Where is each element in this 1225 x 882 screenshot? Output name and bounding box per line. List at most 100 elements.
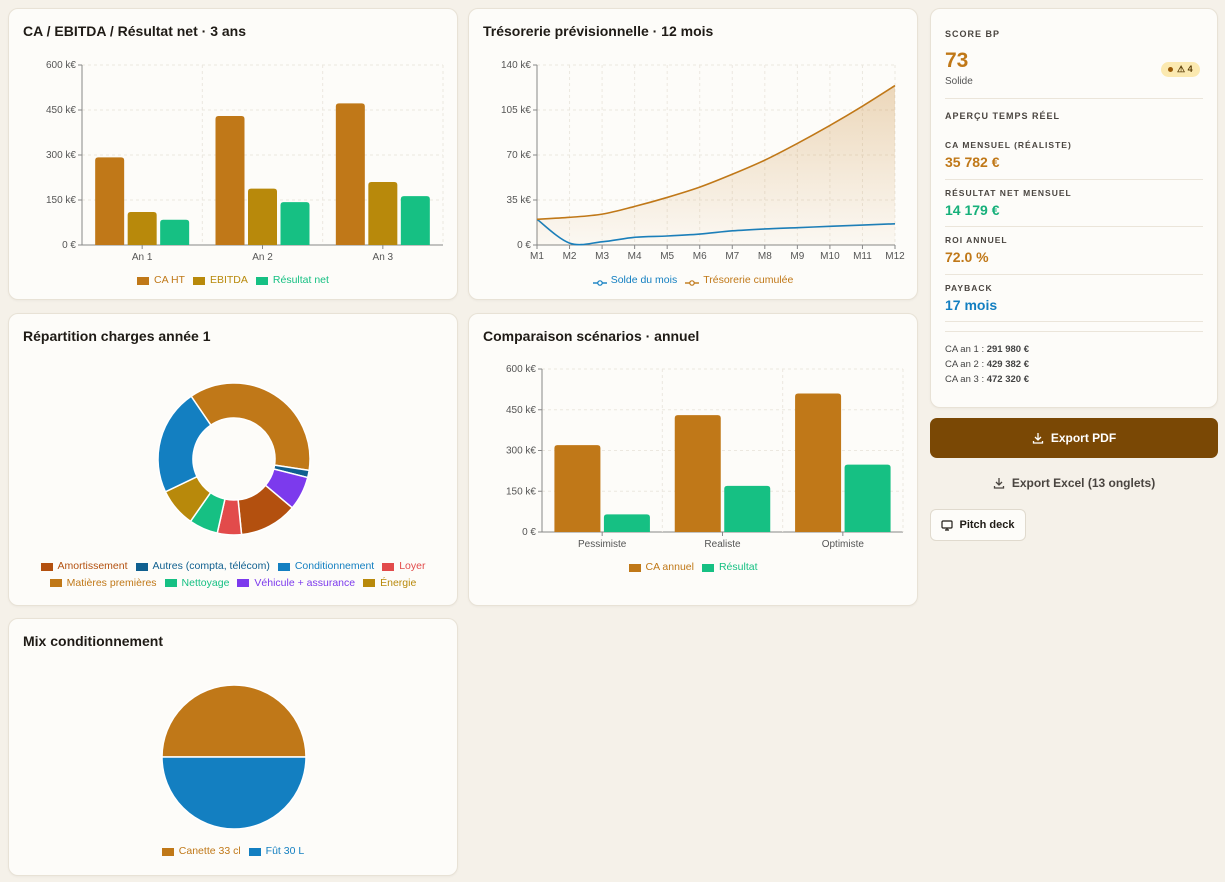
legend-label: Nettoyage (181, 576, 230, 589)
legend-item[interactable]: Trésorerie cumulée (685, 273, 793, 288)
card-ca-ebitda: CA / EBITDA / Résultat net · 3 ans 0 € 15… (8, 8, 458, 300)
x-tick-label: Pessimiste (578, 539, 627, 550)
y-tick-label: 150 k€ (46, 195, 76, 206)
legend-item[interactable]: CA HT (137, 273, 185, 288)
card-mix: Mix conditionnement Canette 33 cl Fût 30 … (8, 618, 458, 876)
pie-slice (161, 684, 307, 758)
legend-item[interactable]: Solde du mois (592, 273, 678, 288)
legend-label: Résultat net (272, 274, 329, 286)
legend-swatch (255, 276, 268, 285)
download-icon (1032, 433, 1043, 444)
legend-item[interactable]: Nettoyage (164, 576, 230, 591)
x-tick-label: M11 (853, 251, 872, 262)
y-tick-label: 300 k€ (46, 150, 76, 161)
repartition-donut-chart (157, 382, 311, 536)
series-line (536, 84, 896, 221)
x-tick-label: An 1 (132, 252, 153, 263)
bar (724, 485, 771, 532)
legend-swatch (161, 847, 174, 856)
kpi-value: 17 mois (945, 297, 998, 313)
card-title: Comparaison scénarios · annuel (483, 328, 700, 344)
legend-item[interactable]: Résultat (701, 560, 758, 575)
y-tick-label: 0 € (62, 240, 76, 251)
x-tick-label: M1 (530, 251, 544, 262)
legend-item[interactable]: Conditionnement (277, 559, 374, 574)
legend-item[interactable]: Énergie (363, 576, 416, 591)
ca-year-line: CA an 2 : 429 382 € (945, 359, 1029, 370)
kpi-value: 14 179 € (945, 202, 1000, 218)
dot-icon (1168, 67, 1173, 72)
legend-item[interactable]: Amortissement (40, 559, 128, 574)
legend-swatch (592, 277, 607, 286)
y-tick-label: 450 k€ (506, 405, 536, 416)
legend-label: Véhicule + assurance (254, 576, 356, 589)
export-excel-button[interactable]: Export Excel (13 onglets) (930, 470, 1218, 496)
legend-item[interactable]: EBITDA (192, 273, 248, 288)
y-tick-label: 140 k€ (501, 60, 531, 71)
divider (945, 179, 1203, 180)
divider (945, 274, 1203, 275)
tresorerie-chart: 0 € 35 k€ 70 k€ 105 k€ 140 k€ M1 M2 M3 M4 M5 M6 M7 M… (501, 60, 905, 262)
x-tick-label: M5 (660, 251, 674, 262)
bar (335, 103, 365, 246)
pitch-deck-label: Pitch deck (959, 519, 1015, 531)
kpi-label: RÉSULTAT NET MENSUEL (945, 188, 1072, 198)
bar (674, 415, 721, 532)
legend-item[interactable]: Autres (compta, télécom) (135, 559, 270, 574)
card-title: Mix conditionnement (23, 633, 163, 649)
bar (795, 393, 842, 532)
x-tick-label: Optimiste (822, 539, 865, 550)
bar (160, 219, 190, 245)
x-tick-label: M9 (790, 251, 804, 262)
pitch-deck-button[interactable]: Pitch deck (930, 509, 1026, 541)
export-pdf-button[interactable]: Export PDF (930, 418, 1218, 458)
divider (945, 331, 1203, 332)
y-tick-label: 105 k€ (501, 105, 531, 116)
pie-slice (161, 756, 307, 830)
chart-legend: Canette 33 cl Fût 30 L (9, 844, 457, 861)
x-tick-label: M3 (595, 251, 609, 262)
bar (127, 212, 157, 245)
card-repartition: Répartition charges année 1 Amortissemen… (8, 313, 458, 606)
legend-label: Solde du mois (610, 274, 678, 286)
export-pdf-label: Export PDF (1050, 431, 1117, 445)
legend-item[interactable]: Résultat net (255, 273, 329, 288)
legend-item[interactable]: CA annuel (628, 560, 694, 575)
score-label: Solide (945, 76, 973, 87)
bar (400, 196, 430, 245)
x-tick-label: M4 (628, 251, 642, 262)
bar (603, 514, 650, 532)
divider (945, 98, 1203, 99)
legend-swatch (363, 579, 376, 587)
legend-item[interactable]: Loyer (382, 559, 425, 574)
legend-row: Amortissement Autres (compta, télécom) Con… (9, 559, 457, 576)
card-title: Trésorerie prévisionnelle · 12 mois (483, 23, 714, 39)
legend-swatch (701, 563, 714, 572)
y-tick-label: 70 k€ (507, 150, 532, 161)
x-tick-label: M2 (563, 251, 577, 262)
warning-badge[interactable]: ⚠ 4 (1161, 62, 1200, 77)
legend-item[interactable]: Matières premières (49, 576, 157, 591)
legend-item[interactable]: Véhicule + assurance (237, 576, 355, 591)
legend-row: Matières premières Nettoyage Véhicule + as… (9, 576, 457, 593)
bar (215, 116, 245, 245)
legend-swatch (49, 579, 62, 587)
x-tick-label: M12 (885, 251, 905, 262)
legend-swatch (685, 277, 700, 286)
legend-item[interactable]: Fût 30 L (248, 844, 304, 859)
bar (95, 157, 125, 245)
card-title: CA / EBITDA / Résultat net · 3 ans (23, 23, 246, 39)
pie-slice (157, 395, 212, 493)
x-tick-label: M10 (820, 251, 840, 262)
bar (554, 445, 601, 532)
score-title: SCORE BP (945, 29, 1001, 39)
legend-label: Loyer (399, 560, 426, 572)
divider (945, 321, 1203, 322)
legend-swatch (40, 562, 53, 571)
y-tick-label: 35 k€ (507, 195, 532, 206)
mix-pie-chart (161, 684, 307, 830)
legend-swatch (248, 847, 261, 856)
legend-item[interactable]: Canette 33 cl (161, 844, 241, 859)
kpi-label: ROI ANNUEL (945, 235, 1008, 245)
legend-swatch (628, 563, 641, 572)
